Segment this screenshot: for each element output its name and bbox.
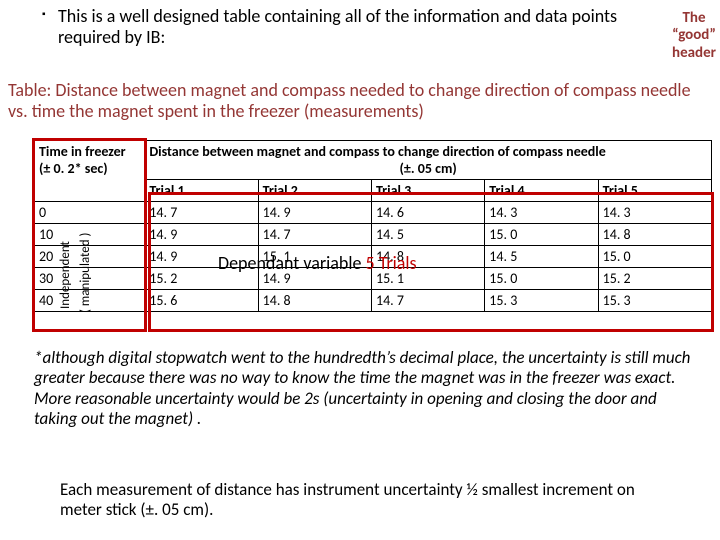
cell: 15. 3: [485, 290, 598, 312]
table-row: 0 14. 7 14. 9 14. 6 14. 3 14. 3: [35, 202, 712, 224]
trial-header-5: Trial 5: [598, 180, 711, 202]
cell: 15. 0: [598, 246, 711, 268]
data-table: Time in freezer (± 0. 2* sec) Distance b…: [34, 140, 712, 312]
footnote: *although digital stopwatch went to the …: [34, 348, 700, 430]
bullet-mark: ▪: [42, 8, 46, 20]
cell: 14. 9: [145, 224, 258, 246]
trial-header-3: Trial 3: [371, 180, 484, 202]
col-time-header-l1: Time in freezer: [39, 143, 126, 160]
intro-block: ▪ This is a well designed table containi…: [44, 6, 634, 47]
cell: 14. 7: [258, 224, 371, 246]
cell: 14. 6: [371, 202, 484, 224]
intro-text: This is a well designed table containing…: [44, 6, 634, 47]
trial-header-4: Trial 4: [485, 180, 598, 202]
cell: 14. 5: [485, 246, 598, 268]
col-dist-header-l1: Distance between magnet and compass to c…: [149, 143, 605, 160]
cell: 14. 7: [371, 290, 484, 312]
table-row: 40 15. 6 14. 8 14. 7 15. 3 15. 3: [35, 290, 712, 312]
col-time-header-l2: (± 0. 2* sec): [39, 160, 108, 177]
cell: 15. 2: [598, 268, 711, 290]
vlabel-independent: Independent: [58, 225, 73, 325]
cell: 15. 0: [485, 224, 598, 246]
cell: 14. 7: [145, 202, 258, 224]
trial-header-2: Trial 2: [258, 180, 371, 202]
vlabel-manipulated: ( manipulated ): [78, 215, 93, 330]
overlay-dep-b: 5 Trials: [366, 252, 417, 274]
table-row: 10 14. 9 14. 7 14. 5 15. 0 14. 8: [35, 224, 712, 246]
col-dist-header-l2: (±. 05 cm): [149, 160, 707, 177]
cell: 14. 8: [598, 224, 711, 246]
cell: 15. 0: [485, 268, 598, 290]
overlay-dep-a: Dependant variable: [218, 252, 366, 274]
good-header-l1: The: [672, 10, 716, 27]
good-header-l2: “good”: [672, 27, 716, 44]
cell: 14. 5: [371, 224, 484, 246]
cell: 15. 6: [145, 290, 258, 312]
cell: 15. 3: [598, 290, 711, 312]
cell: 14. 9: [258, 202, 371, 224]
table-caption: Table: Distance between magnet and compa…: [8, 80, 708, 121]
cell: 14. 3: [485, 202, 598, 224]
cell: 14. 3: [598, 202, 711, 224]
cell: 14. 8: [258, 290, 371, 312]
good-header-label: The “good” header: [672, 10, 716, 62]
col-dist-header: Distance between magnet and compass to c…: [145, 141, 712, 180]
col-time-header: Time in freezer (± 0. 2* sec): [35, 141, 145, 202]
bottom-note: Each measurement of distance has instrum…: [60, 480, 680, 521]
trial-header-1: Trial 1: [145, 180, 258, 202]
data-table-wrap: Time in freezer (± 0. 2* sec) Distance b…: [34, 140, 712, 312]
good-header-l3: header: [672, 45, 716, 62]
overlay-dependant: Dependant variable 5 Trials: [218, 252, 417, 274]
